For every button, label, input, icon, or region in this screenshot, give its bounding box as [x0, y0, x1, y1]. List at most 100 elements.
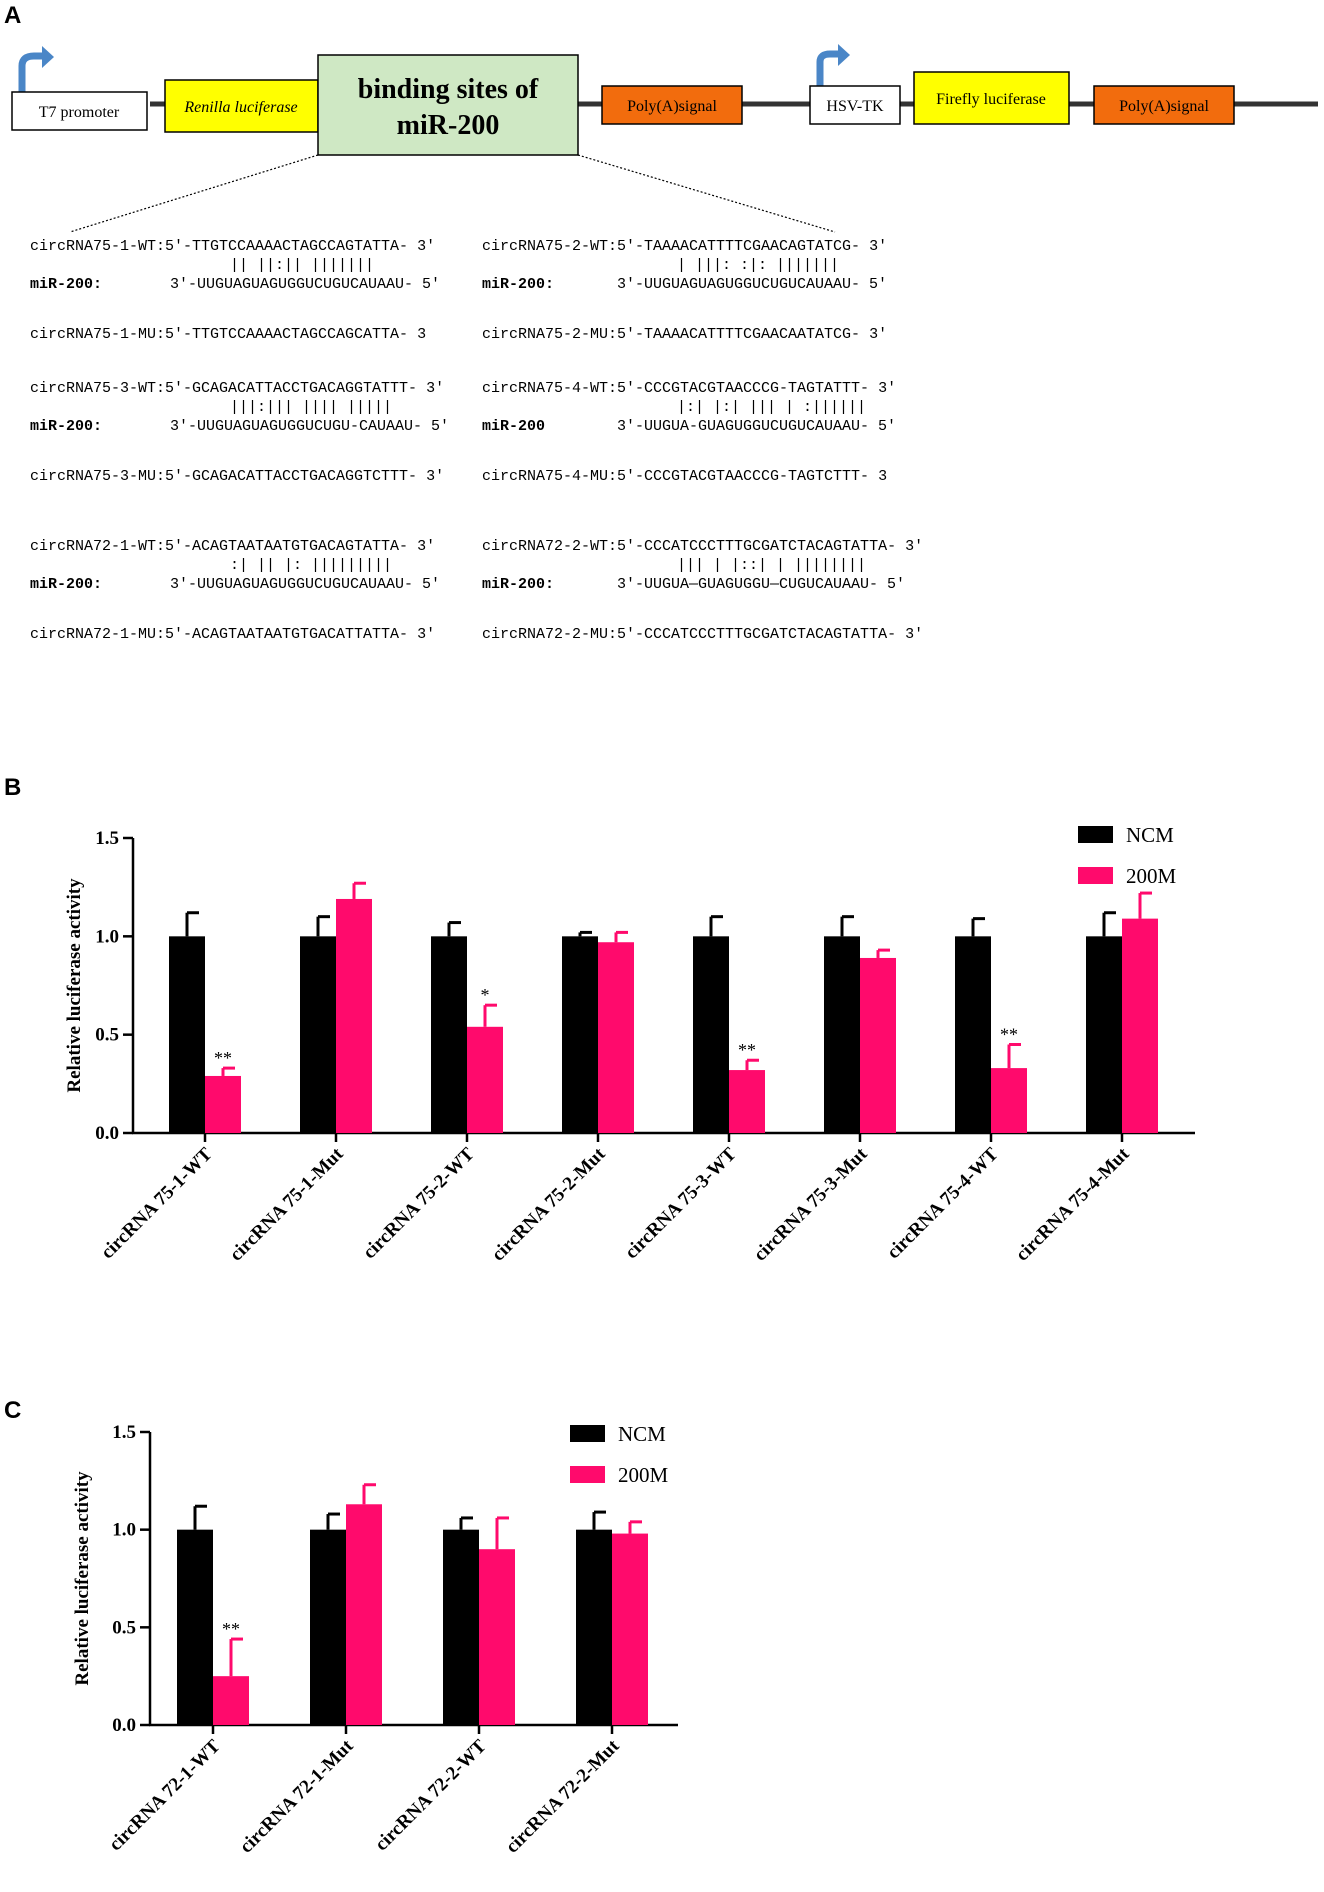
panel-a-label: A: [4, 2, 22, 29]
legend-label: 200M: [1126, 864, 1177, 888]
bar-200m: [612, 1533, 648, 1725]
mutant-sequence: circRNA75-3-MU:5'-GCAGACATTACCTGACAGGTCT…: [30, 468, 444, 485]
bar-200m: [346, 1504, 382, 1725]
significance-marker: **: [214, 1048, 232, 1068]
significance-marker: **: [738, 1040, 756, 1060]
hsvtk-box: [809, 85, 901, 125]
bar-ncm: [300, 936, 336, 1133]
mutant-sequence: circRNA72-1-MU:5'-ACAGTAATAATGTGACATTATT…: [30, 626, 435, 643]
bar-ncm: [431, 936, 467, 1133]
hsvtk-arrow-icon: [816, 50, 838, 86]
wt-sequence: circRNA72-1-WT:5'-ACAGTAATAATGTGACAGTATT…: [30, 538, 435, 555]
legend-swatch-ncm: [570, 1425, 605, 1442]
significance-marker: **: [1000, 1025, 1018, 1045]
binding-sites-box: [317, 54, 579, 156]
sequence-alignments: circRNA75-1-WT:5'-TTGTCCAAAACTAGCCAGTATT…: [30, 238, 923, 643]
renilla-label: Renilla luciferase: [183, 99, 297, 116]
zoom-line-left: [69, 154, 319, 233]
bar-ncm: [576, 1529, 612, 1725]
chart-c: 0.0 0.5 1.0 1.5 Relative luciferase activity…: [72, 1422, 678, 1857]
mirna-sequence: 3'-UUGUAGUAGUGGUCUGUCAUAAU- 5': [170, 576, 440, 593]
wt-sequence: circRNA72-2-WT:5'-CCCATCCCTTTGCGATCTACAG…: [482, 538, 923, 555]
y-tick-label: 1.0: [95, 926, 119, 947]
panel-c-label: C: [4, 1397, 22, 1424]
pairing-marks: :| || |: |||||||||: [230, 557, 392, 574]
bar-ncm: [1086, 936, 1122, 1133]
bar-200m: [213, 1676, 249, 1725]
bar-200m: [1122, 918, 1158, 1133]
x-tick-label: circRNA 72-2-Mut: [502, 1735, 624, 1857]
binding-sites-line2: miR-200: [397, 110, 500, 141]
x-tick-label: circRNA 72-1-WT: [105, 1735, 225, 1855]
bar-ncm: [693, 936, 729, 1133]
y-tick-label: 0.0: [112, 1715, 136, 1736]
y-tick-label: 1.0: [112, 1520, 136, 1541]
bar-200m: [860, 957, 896, 1133]
mirna-sequence: 3'-UUGUAGUAGUGGUCUGUCAUAAU- 5': [170, 276, 440, 293]
bar-ncm: [955, 936, 991, 1133]
bar-ncm: [169, 936, 205, 1133]
polya-box-2: [1093, 85, 1235, 125]
y-axis-title: Relative luciferase activity: [64, 878, 85, 1093]
x-tick-label: circRNA 75-4-Mut: [1012, 1143, 1134, 1265]
mirna-sequence: 3'-UUGUA-GUAGUGGUCUGUCAUAAU- 5': [617, 418, 896, 435]
bar-200m: [729, 1070, 765, 1133]
y-tick-label: 0.5: [95, 1025, 119, 1046]
bar-200m: [991, 1068, 1027, 1133]
wt-sequence: circRNA75-2-WT:5'-TAAAACATTTTCGAACAGTATC…: [482, 238, 887, 255]
x-tick-label: circRNA 72-2-WT: [371, 1735, 491, 1855]
y-tick-label: 0.0: [95, 1123, 119, 1144]
firefly-box: [913, 71, 1070, 125]
sequence-column-left: circRNA75-1-WT:5'-TTGTCCAAAACTAGCCAGTATT…: [30, 238, 449, 643]
mirna-label: miR-200:: [30, 418, 102, 435]
legend-label: 200M: [618, 1463, 669, 1487]
wt-sequence: circRNA75-4-WT:5'-CCCGTACGTAACCCG-TAGTAT…: [482, 380, 896, 397]
legend-swatch-200m: [1078, 867, 1113, 884]
mutant-sequence: circRNA75-4-MU:5'-CCCGTACGTAACCCG-TAGTCT…: [482, 468, 887, 485]
bar-ncm: [177, 1529, 213, 1725]
bar-ncm: [562, 936, 598, 1133]
renilla-box: [164, 79, 319, 133]
wt-sequence: circRNA75-1-WT:5'-TTGTCCAAAACTAGCCAGTATT…: [30, 238, 435, 255]
legend-swatch-ncm: [1078, 826, 1113, 843]
bar-ncm: [824, 936, 860, 1133]
y-tick-label: 1.5: [95, 828, 119, 849]
x-tick-label: circRNA 75-4-WT: [883, 1143, 1003, 1263]
polya-label-2: Poly(A)signal: [1119, 98, 1209, 115]
legend-label: NCM: [1126, 823, 1174, 847]
t7-arrowhead-icon: [42, 46, 54, 68]
pairing-marks: || ||:|| |||||||: [230, 257, 374, 274]
x-tick-label: circRNA 75-1-WT: [97, 1143, 217, 1263]
binding-sites-line1: binding sites of: [358, 74, 539, 105]
t7-promoter-label: T7 promoter: [39, 104, 120, 121]
x-tick-label: circRNA 75-1-Mut: [226, 1143, 348, 1265]
x-tick-label: circRNA 75-3-WT: [621, 1143, 741, 1263]
mirna-label: miR-200:: [30, 276, 102, 293]
bar-200m: [598, 942, 634, 1133]
sequence-column-right: circRNA75-2-WT:5'-TAAAACATTTTCGAACAGTATC…: [482, 238, 923, 643]
mirna-sequence: 3'-UUGUAGUAGUGGUCUGUCAUAAU- 5': [617, 276, 887, 293]
bar-200m: [479, 1549, 515, 1725]
panel-b-label: B: [4, 774, 22, 801]
firefly-label: Firefly luciferase: [936, 91, 1046, 108]
x-tick-label: circRNA 75-3-Mut: [750, 1143, 872, 1265]
zoom-line-right: [577, 154, 836, 233]
legend-swatch-200m: [570, 1466, 605, 1483]
significance-marker: **: [222, 1619, 240, 1639]
y-tick-label: 0.5: [112, 1617, 136, 1638]
bar-ncm: [310, 1529, 346, 1725]
y-axis-title: Relative luciferase activity: [72, 1471, 93, 1686]
y-tick-label: 1.5: [112, 1422, 136, 1443]
pairing-marks: | |||: :|: |||||||: [677, 257, 839, 274]
mirna-label: miR-200:: [482, 276, 554, 293]
pairing-marks: ||| | |::| | ||||||||: [677, 557, 866, 574]
x-tick-label: circRNA 75-2-Mut: [488, 1143, 610, 1265]
construct-diagram: T7 promoter Renilla luciferase binding s…: [11, 44, 1318, 233]
hsvtk-label: HSV-TK: [826, 98, 884, 115]
mirna-sequence: 3'-UUGUAGUAGUGGUCUGU-CAUAAU- 5': [170, 418, 449, 435]
significance-marker: *: [481, 985, 490, 1005]
polya-box-1: [601, 85, 743, 125]
t7-promoter-arrow-icon: [18, 52, 42, 92]
chart-b: 0.0 0.5 1.0 1.5 Relative luciferase activity…: [64, 823, 1195, 1265]
x-tick-label: circRNA 75-2-WT: [359, 1143, 479, 1263]
